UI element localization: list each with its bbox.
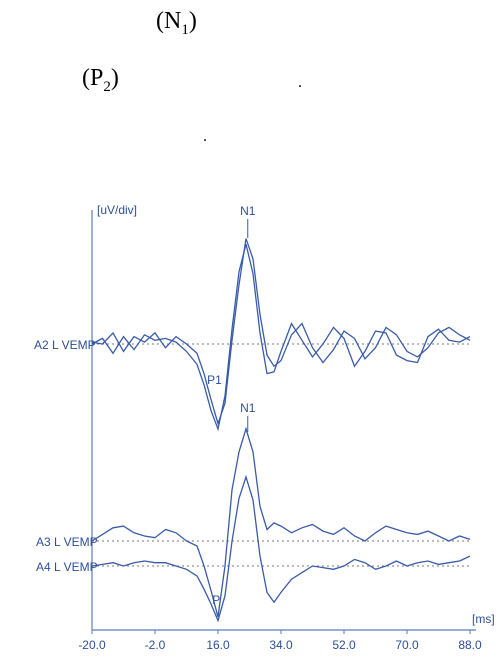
text-line-p2-open: (P — [82, 65, 104, 91]
chart-traces — [91, 238, 471, 623]
trace-label-a4: A4 L VEMP — [36, 560, 98, 574]
y-unit-label: [uV/div] — [97, 203, 137, 217]
x-tick-label: -2.0 — [145, 638, 166, 652]
trace-a3-line — [91, 426, 471, 618]
peak-label-top: N1 — [240, 204, 256, 218]
text-line-n1: (N1) — [156, 8, 197, 39]
x-unit-label: [ms] — [472, 612, 495, 626]
trace-label-a3: A3 L VEMP — [36, 535, 98, 549]
peak-label-top: P1 — [207, 373, 222, 387]
text-dot-1: . — [298, 74, 302, 91]
trace-label-a2: A2 L VEMP — [34, 338, 96, 352]
x-tick-label: 70.0 — [395, 638, 419, 652]
trace-a2-line — [91, 243, 471, 432]
x-tick-label: -20.0 — [78, 638, 106, 652]
chart-axes: [uV/div] [ms] -20.0 -2.0 16.0 34.0 52.0 70.0 88.… — [78, 203, 494, 652]
peak-label-bottom: P — [212, 593, 220, 607]
text-line-p2: (P2) — [82, 65, 119, 96]
text-line-n1-sub: 1 — [181, 21, 189, 38]
x-tick-label: 34.0 — [269, 638, 293, 652]
trace-a4-line — [91, 474, 471, 623]
x-tick-label: 52.0 — [332, 638, 356, 652]
x-tick-label: 16.0 — [206, 638, 230, 652]
trace-a2-line — [91, 238, 471, 426]
text-line-n1-close: ) — [188, 8, 197, 34]
text-line-n1-open: (N — [156, 8, 182, 34]
text-line-p2-sub: 2 — [103, 78, 111, 95]
chart-labels: A2 L VEMP N1 P1 A3 L VEMP A4 L VEMP N1 P — [34, 204, 256, 607]
chart-baselines — [92, 343, 470, 567]
text-dot-2: . — [203, 128, 207, 145]
peak-label-bottom: N1 — [240, 401, 256, 415]
x-tick-label: 88.0 — [458, 638, 482, 652]
text-line-p2-close: ) — [110, 65, 119, 91]
